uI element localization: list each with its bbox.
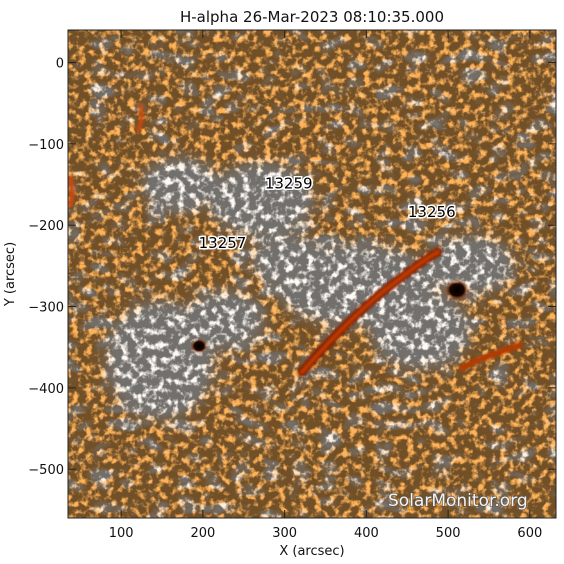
x-tick-label: 600: [517, 526, 542, 541]
active-region-label: 13259: [265, 175, 313, 193]
y-axis: 0 −100 −200 −300 −400 −500: [28, 57, 556, 478]
halpha-image: [68, 30, 556, 518]
plot-frame: [67, 29, 557, 519]
x-tick-label: 200: [190, 526, 215, 541]
y-tick-label: −500: [28, 463, 64, 478]
sunspot-13256: [444, 279, 470, 301]
figure-title: H-alpha 26-Mar-2023 08:10:35.000: [180, 8, 444, 26]
sunspot-13257: [190, 338, 208, 354]
y-tick-label: −300: [28, 301, 64, 316]
solarmonitor-watermark: SolarMonitor.org: [388, 491, 528, 511]
x-axis: 100 200 300 400 500 600: [109, 30, 542, 541]
y-tick-label: −200: [28, 219, 64, 234]
y-tick-label: −400: [28, 382, 64, 397]
active-region-label: 13256: [408, 203, 456, 221]
y-axis-label: Y (arcsec): [3, 242, 18, 307]
limb-filament: [68, 175, 75, 208]
x-tick-label: 100: [109, 526, 134, 541]
x-tick-label: 500: [436, 526, 461, 541]
chromospheric-texture: [68, 30, 556, 518]
active-region-label: 13257: [199, 234, 247, 252]
north-filament: [136, 103, 144, 132]
east-filament: [459, 342, 523, 371]
x-axis-label: X (arcsec): [279, 544, 344, 559]
y-tick-label: −100: [28, 138, 64, 153]
filaments: [68, 103, 523, 377]
y-tick-label: 0: [56, 57, 64, 72]
active-region-labels: 13259 13256 13257: [197, 173, 457, 253]
x-tick-label: 400: [354, 526, 379, 541]
x-tick-label: 300: [272, 526, 297, 541]
